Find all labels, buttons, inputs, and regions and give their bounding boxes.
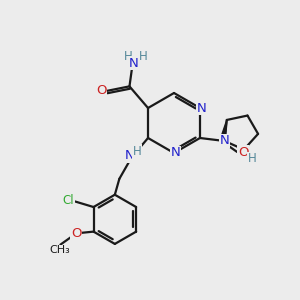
Text: N: N <box>220 134 230 147</box>
Text: H: H <box>124 50 133 63</box>
Text: H: H <box>139 50 148 63</box>
Text: O: O <box>71 227 82 240</box>
Text: N: N <box>196 101 206 115</box>
Text: O: O <box>238 146 248 159</box>
Text: CH₃: CH₃ <box>50 245 70 255</box>
Text: H: H <box>248 152 257 165</box>
Text: N: N <box>171 146 180 160</box>
Text: Cl: Cl <box>62 194 74 207</box>
Text: H: H <box>133 145 141 158</box>
Polygon shape <box>220 120 227 142</box>
Text: N: N <box>129 57 139 70</box>
Text: O: O <box>96 84 107 98</box>
Text: N: N <box>124 149 134 163</box>
